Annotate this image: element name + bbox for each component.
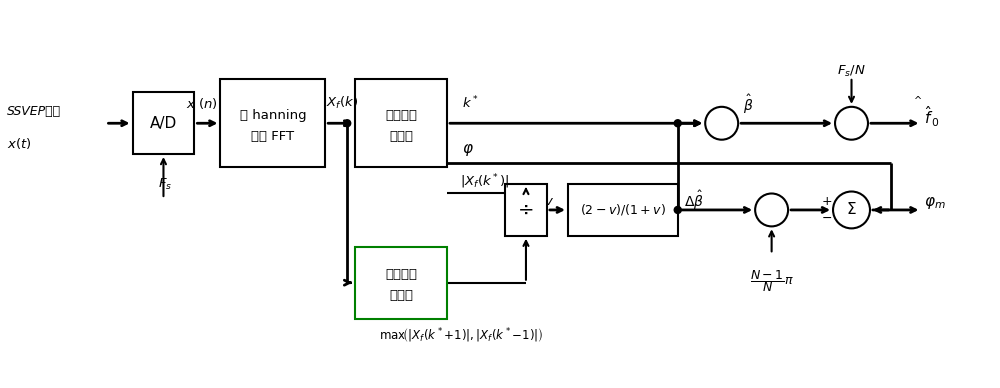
Text: $x(t)$: $x(t)$ [7,136,31,151]
Text: $k^*$: $k^*$ [462,95,479,111]
Text: Σ: Σ [847,203,856,217]
Text: $\hat{f}_{\,0}$: $\hat{f}_{\,0}$ [924,104,940,128]
Text: ^: ^ [914,96,922,106]
Text: SSVEP信号: SSVEP信号 [7,105,61,118]
Text: $(2-v)/(1+v)$: $(2-v)/(1+v)$ [580,203,666,217]
Text: $X_f(k)$: $X_f(k)$ [326,95,358,111]
Circle shape [674,206,681,213]
Text: $\Delta\hat{\beta}$: $\Delta\hat{\beta}$ [684,188,704,211]
Circle shape [674,120,681,127]
Text: 寻找次高: 寻找次高 [385,268,417,281]
Circle shape [344,120,351,127]
Text: 谱线值: 谱线值 [389,289,413,302]
Text: 加 hanning: 加 hanning [240,109,306,122]
Circle shape [833,192,870,229]
Bar [355,80,447,167]
Bar [568,184,678,236]
Bar [220,80,325,167]
Bar [355,247,447,319]
Text: $F_s/N$: $F_s/N$ [837,64,866,80]
Text: 窗作 FFT: 窗作 FFT [251,130,294,143]
Circle shape [755,194,788,226]
Text: $-$: $-$ [821,211,832,224]
Bar [133,92,194,154]
Text: $F_s$: $F_s$ [158,177,173,192]
Text: $|X_f(k^*)|$: $|X_f(k^*)|$ [460,172,510,191]
Text: $\dfrac{N-1}{N}\pi$: $\dfrac{N-1}{N}\pi$ [750,268,794,294]
Circle shape [705,107,738,140]
Text: $v$: $v$ [544,196,554,208]
Text: $\varphi_m$: $\varphi_m$ [924,195,946,211]
Text: $\mathrm{max}\!\left(|X_f(k^*\!+\!1)|,|X_f(k^*\!-\!1)|\right)$: $\mathrm{max}\!\left(|X_f(k^*\!+\!1)|,|X… [379,327,543,346]
Text: $x$ ($n$): $x$ ($n$) [186,96,218,111]
Bar [505,184,547,236]
Text: $\hat{\beta}$: $\hat{\beta}$ [743,93,754,116]
Text: A/D: A/D [150,116,177,131]
Text: 寻找最高: 寻找最高 [385,109,417,122]
Text: ÷: ÷ [518,201,534,220]
Circle shape [835,107,868,140]
Text: 谱线值: 谱线值 [389,130,413,143]
Text: $\varphi$: $\varphi$ [462,142,474,158]
Text: +: + [821,196,832,208]
